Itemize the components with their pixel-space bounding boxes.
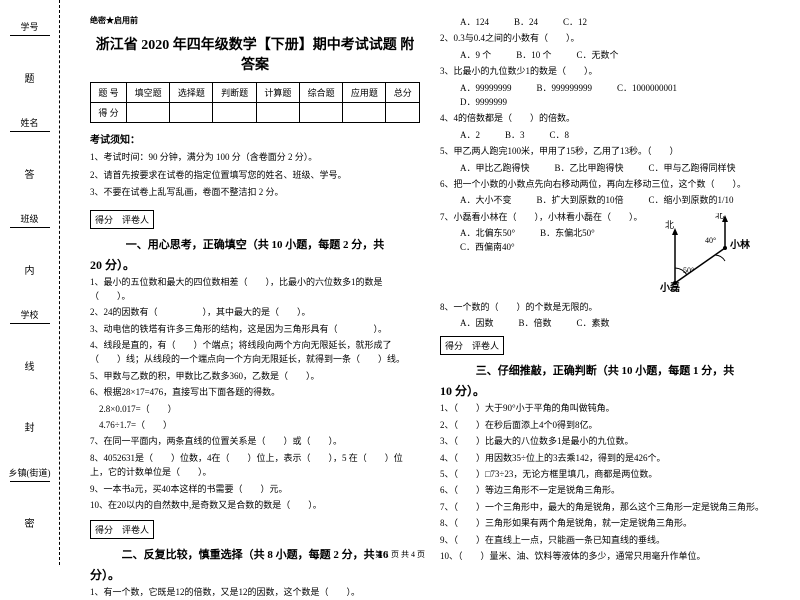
page-footer: 第 1 页 共 4 页 — [375, 549, 425, 560]
options: A．甲比乙跑得快B．乙比甲跑得快C．甲与乙跑得同样快 — [460, 161, 770, 175]
question: 8、4052631是（ ）位数，4在（ ）位上，表示（ ），5 在（ ）位上，它… — [90, 451, 420, 480]
question: 3、比最小的九位数少1的数是（ ）。 — [440, 64, 770, 78]
question: 1、有一个数，它既是12的倍数，又是12的因数，这个数是（ ）。 — [90, 585, 420, 599]
binding-field: 学校 — [10, 308, 50, 326]
notice-item: 2、请首先按要求在试卷的指定位置填写您的姓名、班级、学号。 — [90, 169, 420, 183]
question: 8、一个数的（ ）的个数是无限的。 — [440, 300, 770, 314]
question: 8、（ ）三角形如果有两个角是锐角，就一定是锐角三角形。 — [440, 516, 770, 530]
svg-text:50°: 50° — [683, 266, 694, 275]
question: 2、0.3与0.4之间的小数有（ ）。 — [440, 31, 770, 45]
section-tail: 分）。 — [90, 566, 420, 583]
seal-char: 内 — [25, 262, 35, 277]
options: A．9 个B．10 个C．无数个 — [460, 48, 770, 62]
question: 5、（ ）□73÷23，无论方框里填几，商都是两位数。 — [440, 467, 770, 481]
options: A．大小不变B．扩大到原数的10倍C．缩小到原数的1/10 — [460, 193, 770, 207]
notice-item: 3、不要在试卷上乱写乱画，卷面不整洁扣 2 分。 — [90, 186, 420, 200]
binding-field: 姓名 — [10, 116, 50, 134]
secrecy-tag: 绝密★启用前 — [90, 15, 420, 26]
options: A．124B．24C．12 — [460, 15, 770, 29]
question: 9、（ ）在直线上一点，只能画一条已知直线的垂线。 — [440, 533, 770, 547]
options: A．2B．3C．8 — [460, 128, 770, 142]
question: 2.8×0.017=（ ） — [90, 402, 420, 416]
options: A．因数B．倍数C．素数 — [460, 316, 770, 330]
section-title: 一、用心思考，正确填空（共 10 小题，每题 2 分，共 — [90, 236, 420, 252]
binding-field: 学号 — [10, 20, 50, 38]
seal-char: 答 — [25, 166, 35, 181]
question: 7、（ ）一个三角形中，最大的角是锐角，那么这个三角形一定是锐角三角形。 — [440, 500, 770, 514]
score-box: 得分 评卷人 — [90, 520, 154, 539]
options: A．99999999B．999999999C．1000000001D．99999… — [460, 81, 770, 110]
question: 4、（ ）用因数35÷位上的3去乘142，得到的是426个。 — [440, 451, 770, 465]
section-title: 三、仔细推敲，正确判断（共 10 小题，每题 1 分，共 — [440, 362, 770, 378]
score-table: 题 号填空题选择题判断题计算题综合题应用题总分 得 分 — [90, 82, 420, 123]
question: 10、在20以内的自然数中,是奇数又是合数的数是（ ）。 — [90, 498, 420, 512]
question: 2、（ ）在秒后面添上4个0得到8亿。 — [440, 418, 770, 432]
section-title: 二、反复比较，慎重选择（共 8 小题，每题 2 分，共 16 — [90, 546, 420, 562]
question: 7、在同一平面内，两条直线的位置关系是（ ）或（ ）。 — [90, 434, 420, 448]
notice-title: 考试须知： — [90, 131, 420, 146]
question: 6、根据28×17=476，直接写出下面各题的得数。 — [90, 385, 420, 399]
exam-title: 浙江省 2020 年四年级数学【下册】期中考试试题 附答案 — [90, 34, 420, 74]
question: 4、线段是直的，有（ ）个端点；将线段向两个方向无限延长，就形成了（ ）线；从线… — [90, 338, 420, 367]
question: 1、（ ）大于90°小于平角的角叫做钝角。 — [440, 401, 770, 415]
binding-field: 班级 — [10, 212, 50, 230]
section-tail: 10 分）。 — [440, 382, 770, 399]
seal-char: 封 — [25, 419, 35, 434]
svg-text:小林: 小林 — [729, 238, 751, 251]
question: 2、24的因数有（ ），其中最大的是（ ）。 — [90, 305, 420, 319]
seal-char: 线 — [25, 358, 35, 373]
binding-margin: 学号 题 姓名 答 班级 内 学校 线 封 乡镇(街道) 密 — [0, 0, 60, 565]
question: 4、4的倍数都是（ ）的倍数。 — [440, 111, 770, 125]
seal-char: 题 — [25, 70, 35, 85]
binding-field: 乡镇(街道) — [9, 466, 51, 484]
question: 10、（ ）量米、油、饮料等液体的多少，通常只用毫升作单位。 — [440, 549, 770, 563]
question: 5、甲数与乙数的积，甲数比乙数多360，乙数是（ ）。 — [90, 369, 420, 383]
question: 1、最小的五位数和最大的四位数相差（ ），比最小的六位数多1的数是（ ）。 — [90, 275, 420, 304]
question: 5、甲乙两人跑完100米，甲用了15秒，乙用了13秒。（ ） — [440, 144, 770, 158]
score-box: 得分 评卷人 — [90, 210, 154, 229]
seal-char: 密 — [25, 515, 35, 530]
question: 6、（ ）等边三角形不一定是锐角三角形。 — [440, 483, 770, 497]
svg-text:40°: 40° — [705, 236, 716, 245]
svg-text:北: 北 — [715, 213, 724, 220]
section-tail: 20 分）。 — [90, 256, 420, 273]
notice-item: 1、考试时间：90 分钟，满分为 100 分（含卷面分 2 分）。 — [90, 151, 420, 165]
score-box: 得分 评卷人 — [440, 336, 504, 355]
question: 3、（ ）比最大的八位数多1是最小的九位数。 — [440, 434, 770, 448]
direction-diagram: 北 北 40° 50° 小磊 小林 — [655, 213, 765, 293]
question: 9、一本书a元，买40本这样的书需要（ ）元。 — [90, 482, 420, 496]
question: 4.76÷1.7=（ ） — [90, 418, 420, 432]
question: 3、动电信的铁塔有许多三角形的结构，这是因为三角形具有（ ）。 — [90, 322, 420, 336]
question: 6、把一个小数的小数点先向右移动两位，再向左移动三位，这个数（ ）。 — [440, 177, 770, 191]
svg-text:北: 北 — [665, 220, 674, 230]
